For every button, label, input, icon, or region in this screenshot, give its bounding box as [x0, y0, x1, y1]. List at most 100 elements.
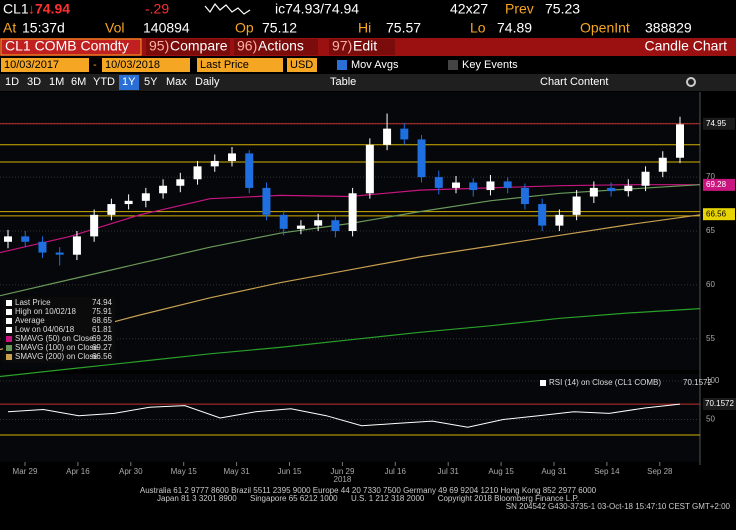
rsi-panel [0, 374, 700, 462]
field-label: Hi [358, 20, 371, 36]
candle-body [210, 160, 219, 167]
x-tick-label: Sep 14 [594, 467, 620, 476]
candle-body [296, 225, 305, 229]
field-box[interactable] [197, 58, 283, 72]
rsi-legend-swatch [540, 380, 546, 386]
legend-swatch [6, 336, 12, 342]
security: CL1 COMB Comdty [5, 38, 129, 54]
field-value: 74.89 [497, 20, 532, 36]
legend-value: 75.91 [92, 307, 113, 316]
period[interactable]: 6M [71, 76, 86, 88]
legend-value: 66.56 [92, 352, 113, 361]
field-label: Vol [105, 20, 124, 36]
function-title: Candle Chart [645, 38, 728, 54]
x-tick-label: Mar 29 [13, 467, 38, 476]
end-date: 10/03/2018 [105, 59, 160, 71]
candle-body [90, 214, 99, 237]
x-tick-label: Jun 15 [277, 467, 302, 476]
x-tick-label: Aug 31 [541, 467, 567, 476]
footer-line: Australia 61 2 9777 8600 Brazil 5511 239… [140, 486, 597, 495]
currency-box[interactable] [287, 58, 317, 72]
table-button[interactable]: Table [330, 76, 356, 88]
y-tick-label: 60 [706, 280, 715, 289]
field: Last Price [200, 59, 249, 71]
active-period [119, 75, 139, 90]
candle-body [520, 187, 529, 205]
settings-icon[interactable] [686, 77, 696, 87]
price-tag [703, 178, 735, 191]
start-date-box[interactable] [1, 58, 89, 72]
candle-body [21, 236, 30, 242]
field-value: 388829 [645, 20, 692, 36]
key-events-checkbox[interactable] [448, 60, 458, 70]
candle-body [676, 124, 684, 158]
period[interactable]: 3D [27, 76, 41, 88]
candle-body [72, 236, 81, 255]
field-value: 75.57 [386, 20, 421, 36]
period[interactable]: 1D [5, 76, 19, 88]
x-tick-label: Apr 30 [119, 467, 143, 476]
candle-body [245, 153, 254, 188]
mov-avgs: Mov Avgs [351, 59, 399, 71]
legend-box [3, 297, 115, 363]
candle-body [607, 187, 616, 192]
legend-value: 69.27 [92, 343, 113, 352]
y-tick-label: 65 [706, 226, 715, 235]
candle-body [228, 153, 236, 161]
candle-body [538, 204, 547, 226]
mov-avgs-checkbox[interactable] [337, 60, 347, 70]
end-date-box[interactable] [102, 58, 190, 72]
menu-buttons: 95) Compare 96) Actions 97) Edit [146, 38, 395, 55]
menu-button[interactable] [329, 39, 395, 55]
price-tag [703, 117, 735, 130]
candle-body [555, 214, 564, 226]
sparkline-icon [204, 2, 251, 15]
chart-content[interactable]: Chart Content [540, 76, 608, 88]
x-tick-label: Aug 15 [488, 467, 514, 476]
period[interactable]: Max [166, 76, 187, 88]
footer-line: SN 204542 G430-3735-1 03-Oct-18 15:47:10… [506, 502, 731, 511]
menu-label: Edit [353, 38, 377, 54]
x-tick-label: May 15 [171, 467, 198, 476]
candle-body [38, 241, 47, 253]
time-label: At [3, 20, 16, 36]
legend-value: 74.94 [92, 298, 113, 307]
footer-line: Japan 81 3 3201 8900 Singapore 65 6212 1… [157, 494, 579, 503]
candle-body [434, 177, 443, 188]
rsi-line [7, 403, 681, 428]
legend-swatch [6, 300, 12, 306]
menu-button[interactable] [234, 39, 318, 55]
candle-body [400, 128, 409, 140]
key-events: Key Events [462, 59, 518, 71]
rsi-last: 70.1572 [683, 378, 712, 387]
period[interactable]: 1M [49, 76, 64, 88]
prev-label: Prev [505, 1, 534, 17]
candle-body [262, 187, 271, 215]
x-tick-label: Sep 28 [647, 467, 673, 476]
price-tag-label: 69.28 [706, 180, 727, 189]
candle-body [176, 179, 185, 186]
period[interactable]: YTD [93, 76, 115, 88]
candle-body [124, 200, 133, 205]
legend-label: Low on 04/06/18 [15, 325, 75, 334]
time: 15:37d [22, 20, 65, 36]
legend-label: High on 10/02/18 [15, 307, 76, 316]
rsi-tag [703, 397, 736, 410]
price-tag-label: 74.95 [706, 119, 727, 128]
field-label: Op [235, 20, 254, 36]
candle-body [279, 214, 288, 229]
security-box[interactable] [0, 38, 142, 56]
frequency[interactable]: Daily [195, 76, 220, 88]
legend-value: 61.81 [92, 325, 113, 334]
period[interactable]: 1Y [122, 76, 136, 88]
candle-body [331, 220, 340, 231]
period[interactable]: 5Y [144, 76, 158, 88]
x-year-label: 2018 [334, 475, 352, 484]
prev: 75.23 [545, 1, 580, 17]
legend-swatch [6, 327, 12, 333]
price-tag [703, 208, 735, 221]
candle-body [314, 220, 323, 226]
menu-button[interactable] [146, 39, 230, 55]
bid-ask: ic74.93/74.94 [275, 1, 359, 17]
size: 42x27 [450, 1, 488, 17]
